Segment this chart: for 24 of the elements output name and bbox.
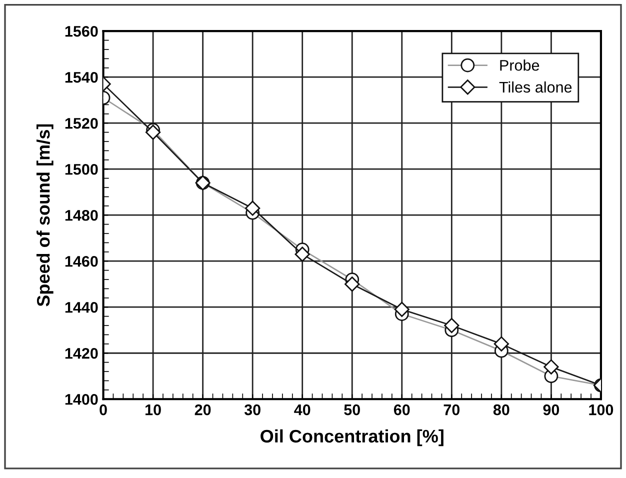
y-axis-title: Speed of sound [m/s] xyxy=(36,124,54,306)
x-tick-label: 70 xyxy=(444,404,460,416)
x-tick-label: 30 xyxy=(244,404,260,416)
x-tick-label: 0 xyxy=(100,404,107,416)
legend-label: Tiles alone xyxy=(499,81,572,93)
y-tick-label: 1440 xyxy=(65,302,98,313)
x-tick-label: 80 xyxy=(493,404,510,416)
x-tick-label: 20 xyxy=(194,404,211,416)
x-tick-label: 50 xyxy=(344,404,360,416)
y-tick-label: 1540 xyxy=(65,72,98,83)
x-axis-title: Oil Concentration [%] xyxy=(260,429,444,446)
x-tick-label: 90 xyxy=(543,404,560,416)
legend-label: Probe xyxy=(500,60,540,71)
x-tick-label: 40 xyxy=(294,404,310,416)
x-tick-label: 60 xyxy=(394,404,410,416)
x-tick-label: 10 xyxy=(146,404,161,416)
y-tick-label: 1460 xyxy=(65,256,98,267)
y-tick-label: 1500 xyxy=(65,164,98,175)
y-tick-label: 1480 xyxy=(65,210,98,221)
y-tick-label: 1420 xyxy=(65,348,98,359)
x-tick-label: 100 xyxy=(589,404,614,416)
y-tick-label: 1560 xyxy=(65,26,98,37)
y-tick-label: 1400 xyxy=(65,394,98,405)
y-tick-label: 1520 xyxy=(65,118,98,129)
